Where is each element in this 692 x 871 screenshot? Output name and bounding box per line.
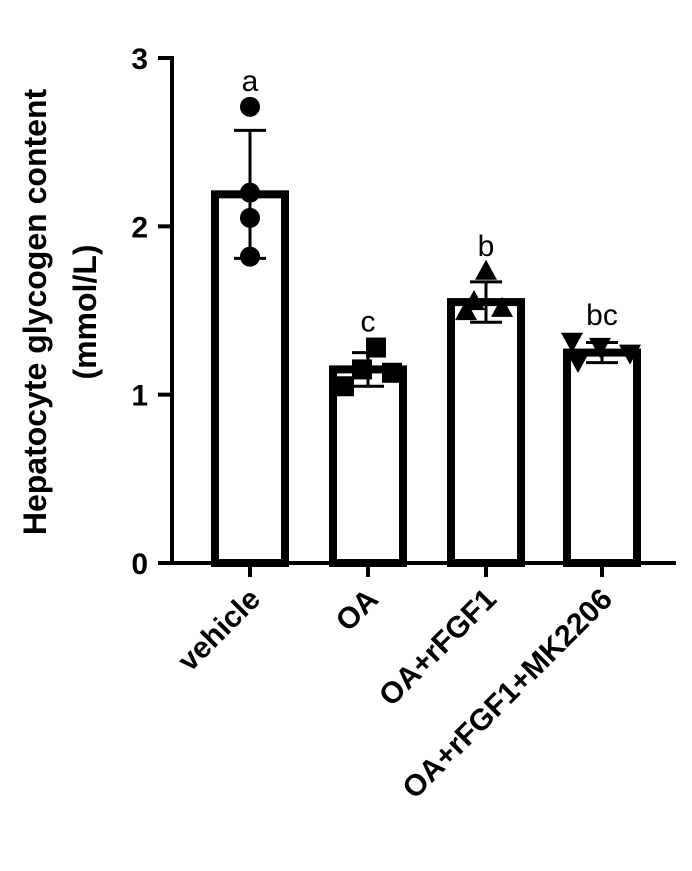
significance-label-vehicle: a <box>242 65 259 98</box>
data-point-oa-rfgf1-mk2206 <box>561 332 583 353</box>
category-label-oa-rfgf1: OA+rFGF1 <box>373 583 503 713</box>
y-tick-label-3: 3 <box>131 43 148 76</box>
data-point-oa <box>334 376 354 397</box>
y-tick-label-1: 1 <box>131 380 148 413</box>
significance-label-oa: c <box>361 306 376 339</box>
bar-oa-rfgf1 <box>447 298 525 567</box>
y-axis-title: Hepatocyte glycogen content (mmol/L) <box>17 89 103 536</box>
bars-group <box>211 190 641 568</box>
y-tick-label-0: 0 <box>131 548 148 581</box>
bar-oa <box>329 365 407 567</box>
data-point-oa-rfgf1 <box>455 300 477 321</box>
significance-label-oa-rfgf1: b <box>478 230 495 263</box>
category-label-oa: OA <box>330 583 385 638</box>
significance-label-oa-rfgf1-mk2206: bc <box>586 299 618 332</box>
y-axis-title-line2: (mmol/L) <box>67 244 103 379</box>
error-bars-group <box>234 128 618 388</box>
data-point-oa-rfgf1 <box>475 259 497 280</box>
y-axis-title-line1: Hepatocyte glycogen content <box>17 89 53 536</box>
data-point-vehicle <box>240 96 260 117</box>
y-tick-label-2: 2 <box>131 211 148 244</box>
data-point-oa <box>382 362 402 383</box>
category-label-vehicle: vehicle <box>172 583 267 678</box>
bar-oa-rfgf1-mk2206 <box>563 348 641 568</box>
significance-labels-group: a c b bc <box>242 65 618 339</box>
data-point-oa-rfgf1-mk2206 <box>619 344 641 365</box>
category-label-oa-rfgf1-mk2206: OA+rFGF1+MK2206 <box>396 583 619 806</box>
data-point-oa-rfgf1-mk2206 <box>567 353 589 373</box>
y-ticks-group: 0 1 2 3 <box>131 43 172 581</box>
data-point-oa-rfgf1 <box>491 296 513 317</box>
axes-group <box>170 56 676 577</box>
